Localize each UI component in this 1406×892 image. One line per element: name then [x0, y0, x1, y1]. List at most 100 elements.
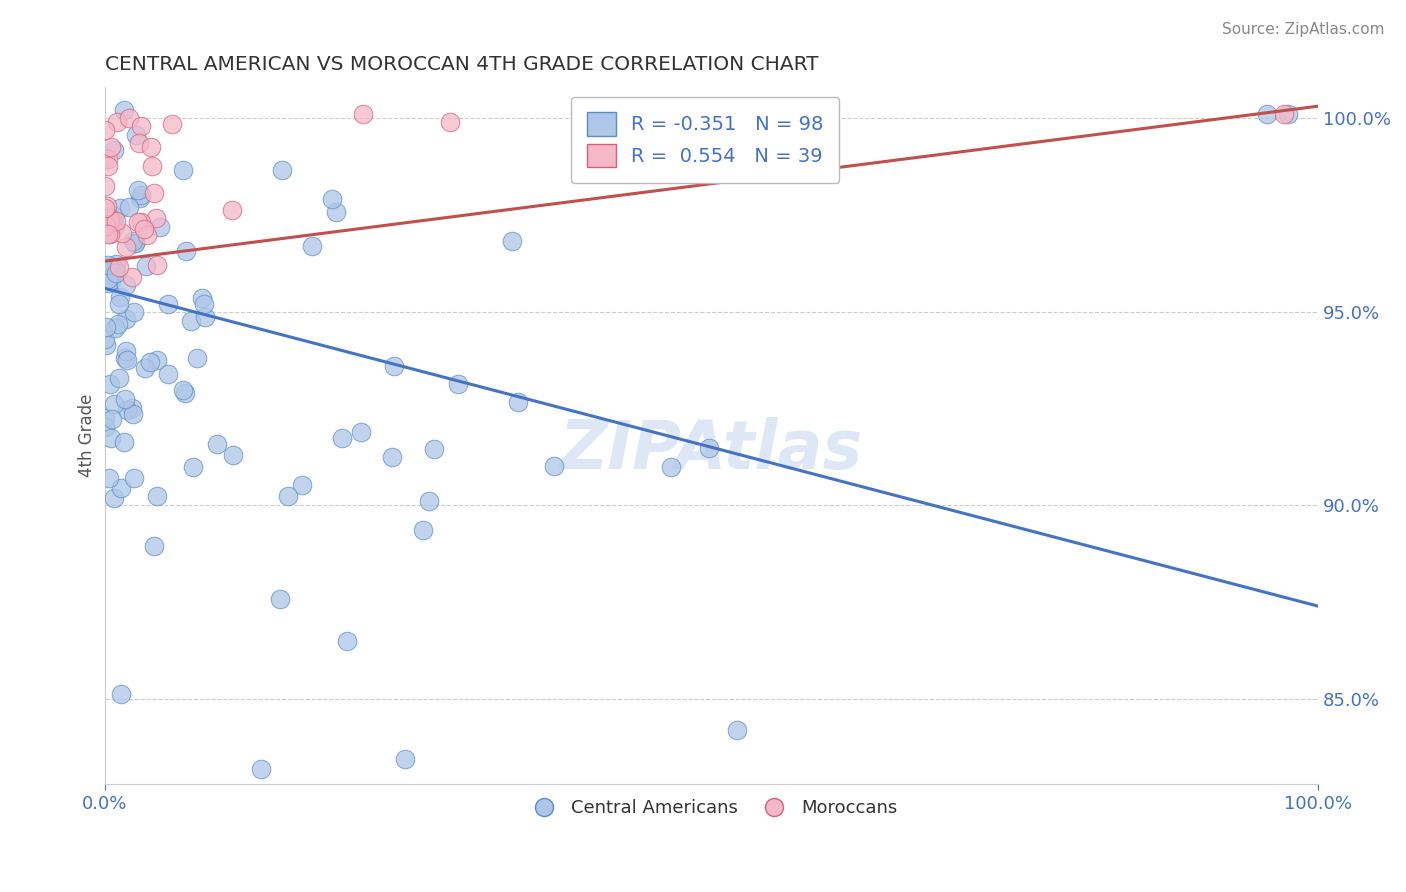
Point: [156, 297, 179, 311]
Point: [117, 352, 139, 367]
Point: [118, 111, 141, 125]
Point: [205, 436, 228, 450]
Point: [100, 140, 122, 154]
Point: [94, 337, 117, 351]
Point: [93, 201, 115, 215]
Point: [172, 163, 194, 178]
Legend: Central Americans, Moroccans: Central Americans, Moroccans: [519, 792, 904, 824]
Point: [114, 343, 136, 358]
Point: [384, 359, 406, 374]
Point: [104, 321, 127, 335]
Point: [269, 592, 291, 607]
Point: [124, 236, 146, 251]
Point: [115, 277, 138, 292]
Point: [104, 219, 127, 234]
Point: [143, 539, 166, 553]
Point: [100, 272, 122, 286]
Point: [136, 228, 159, 243]
Point: [129, 188, 152, 202]
Point: [145, 211, 167, 225]
Point: [103, 143, 125, 157]
Point: [105, 214, 128, 228]
Point: [181, 460, 204, 475]
Point: [191, 291, 214, 305]
Point: [250, 762, 273, 776]
Point: [110, 481, 132, 495]
Point: [122, 407, 145, 421]
Point: [110, 687, 132, 701]
Point: [94, 219, 117, 233]
Point: [114, 392, 136, 406]
Point: [506, 395, 529, 409]
Point: [127, 214, 149, 228]
Point: [129, 119, 152, 133]
Point: [94, 221, 117, 235]
Point: [98, 216, 121, 230]
Point: [114, 351, 136, 365]
Point: [121, 269, 143, 284]
Point: [97, 272, 120, 286]
Point: [94, 319, 117, 334]
Point: [97, 227, 120, 242]
Point: [221, 202, 243, 217]
Point: [134, 361, 156, 376]
Point: [132, 222, 155, 236]
Point: [100, 431, 122, 445]
Point: [394, 752, 416, 766]
Point: [93, 123, 115, 137]
Point: [131, 215, 153, 229]
Point: [98, 376, 121, 391]
Point: [96, 199, 118, 213]
Point: [107, 317, 129, 331]
Point: [277, 489, 299, 503]
Point: [97, 259, 120, 273]
Point: [124, 128, 146, 142]
Point: [139, 140, 162, 154]
Point: [103, 397, 125, 411]
Point: [1272, 107, 1295, 121]
Point: [725, 723, 748, 738]
Point: [194, 310, 217, 324]
Point: [193, 296, 215, 310]
Point: [97, 214, 120, 228]
Point: [336, 633, 359, 648]
Text: ZIPAtlas: ZIPAtlas: [560, 417, 863, 483]
Y-axis label: 4th Grade: 4th Grade: [79, 394, 96, 477]
Point: [112, 103, 135, 117]
Point: [447, 377, 470, 392]
Point: [111, 227, 134, 241]
Point: [697, 441, 720, 455]
Point: [1277, 107, 1299, 121]
Point: [128, 136, 150, 150]
Point: [121, 401, 143, 416]
Point: [98, 471, 121, 485]
Text: CENTRAL AMERICAN VS MOROCCAN 4TH GRADE CORRELATION CHART: CENTRAL AMERICAN VS MOROCCAN 4TH GRADE C…: [104, 55, 818, 74]
Point: [115, 403, 138, 417]
Point: [271, 163, 294, 178]
Point: [301, 239, 323, 253]
Point: [97, 277, 120, 291]
Point: [93, 419, 115, 434]
Point: [418, 494, 440, 508]
Point: [129, 191, 152, 205]
Point: [94, 151, 117, 165]
Point: [146, 489, 169, 503]
Point: [156, 368, 179, 382]
Point: [114, 240, 136, 254]
Point: [145, 258, 167, 272]
Point: [291, 478, 314, 492]
Point: [108, 260, 131, 274]
Point: [105, 114, 128, 128]
Point: [352, 107, 374, 121]
Point: [149, 219, 172, 234]
Point: [350, 425, 373, 440]
Point: [122, 234, 145, 248]
Point: [321, 193, 343, 207]
Point: [107, 371, 129, 385]
Point: [110, 290, 132, 304]
Point: [94, 211, 117, 225]
Point: [381, 450, 404, 464]
Point: [94, 212, 117, 227]
Point: [122, 305, 145, 319]
Point: [501, 234, 523, 248]
